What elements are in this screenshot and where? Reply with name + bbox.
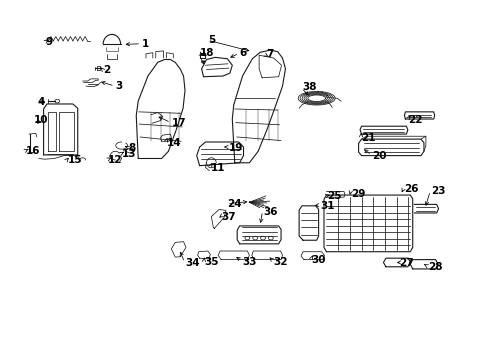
Text: 1: 1 bbox=[142, 39, 149, 49]
Text: 2: 2 bbox=[103, 64, 110, 75]
Text: 24: 24 bbox=[227, 199, 242, 210]
Text: 30: 30 bbox=[311, 255, 325, 265]
Text: 33: 33 bbox=[242, 257, 257, 267]
Text: 21: 21 bbox=[361, 133, 375, 143]
Text: 4: 4 bbox=[37, 97, 44, 107]
Text: 22: 22 bbox=[407, 115, 422, 125]
Text: 12: 12 bbox=[108, 155, 122, 165]
Text: 3: 3 bbox=[115, 81, 122, 91]
Text: 32: 32 bbox=[273, 257, 287, 267]
Text: 11: 11 bbox=[210, 163, 224, 173]
Text: 25: 25 bbox=[327, 192, 341, 202]
Text: 7: 7 bbox=[266, 49, 273, 59]
Text: 15: 15 bbox=[68, 155, 82, 165]
Text: 19: 19 bbox=[228, 143, 243, 153]
Text: 26: 26 bbox=[404, 184, 418, 194]
Text: 35: 35 bbox=[204, 257, 219, 267]
Text: 27: 27 bbox=[399, 258, 413, 268]
Text: 17: 17 bbox=[171, 118, 185, 128]
Text: 18: 18 bbox=[199, 48, 214, 58]
Text: 28: 28 bbox=[427, 262, 442, 272]
Text: 5: 5 bbox=[207, 35, 215, 45]
Text: 29: 29 bbox=[350, 189, 365, 199]
Text: 13: 13 bbox=[122, 149, 136, 159]
Text: 38: 38 bbox=[302, 82, 316, 93]
Text: 9: 9 bbox=[45, 37, 53, 46]
Text: 34: 34 bbox=[184, 258, 199, 268]
Text: 23: 23 bbox=[430, 186, 445, 197]
Text: 6: 6 bbox=[239, 48, 246, 58]
Text: 14: 14 bbox=[166, 138, 181, 148]
Text: 37: 37 bbox=[221, 212, 235, 222]
Text: 20: 20 bbox=[371, 150, 386, 161]
Text: 8: 8 bbox=[128, 143, 136, 153]
Text: 10: 10 bbox=[34, 116, 48, 126]
Text: 31: 31 bbox=[320, 201, 334, 211]
Text: 16: 16 bbox=[26, 146, 41, 156]
Text: 36: 36 bbox=[263, 207, 277, 217]
